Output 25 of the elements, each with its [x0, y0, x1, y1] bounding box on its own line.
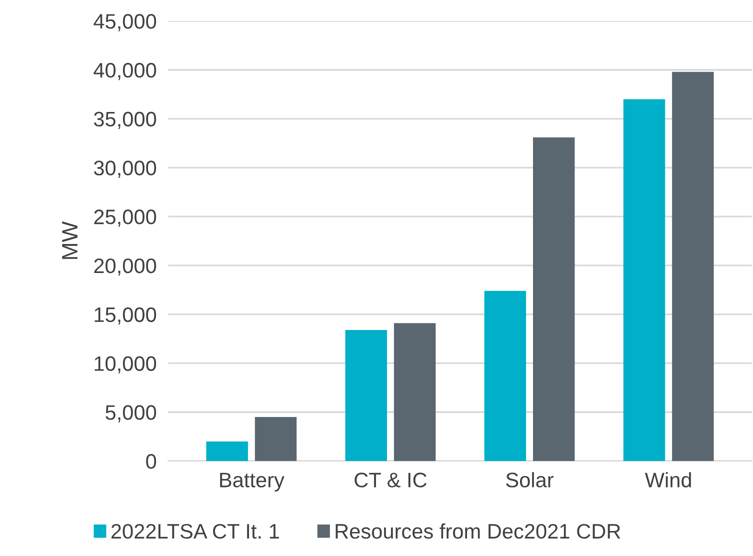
y-tick-label: 0 [146, 454, 156, 469]
y-tick-label: 45,000 [94, 14, 156, 32]
y-tick-label: 25,000 [94, 210, 156, 227]
x-tick-label: Solar [506, 472, 554, 488]
y-tick-label: 5,000 [106, 405, 156, 422]
y-tick-label: 40,000 [94, 62, 156, 80]
legend-label: 2022LTSA CT It. 1 [111, 524, 279, 539]
y-axis-title: MW [62, 221, 78, 259]
x-tick-label: Wind [644, 472, 691, 488]
x-tick-label: Battery [220, 472, 284, 492]
bar [254, 417, 297, 461]
bar [484, 290, 526, 461]
x-tick-label: CT & IC [354, 472, 427, 488]
y-tick-label: 20,000 [94, 258, 156, 276]
y-tick-label: 30,000 [94, 160, 156, 178]
y-tick-label: 10,000 [94, 356, 156, 374]
bar [206, 441, 248, 461]
bar [394, 323, 436, 461]
y-tick-label: 15,000 [94, 307, 156, 325]
bar [533, 137, 575, 461]
bar [672, 72, 714, 461]
y-tick-label: 35,000 [94, 112, 156, 129]
legend-label: Resources from Dec2021 CDR [336, 523, 620, 539]
bar [345, 330, 387, 461]
bar [623, 99, 666, 461]
